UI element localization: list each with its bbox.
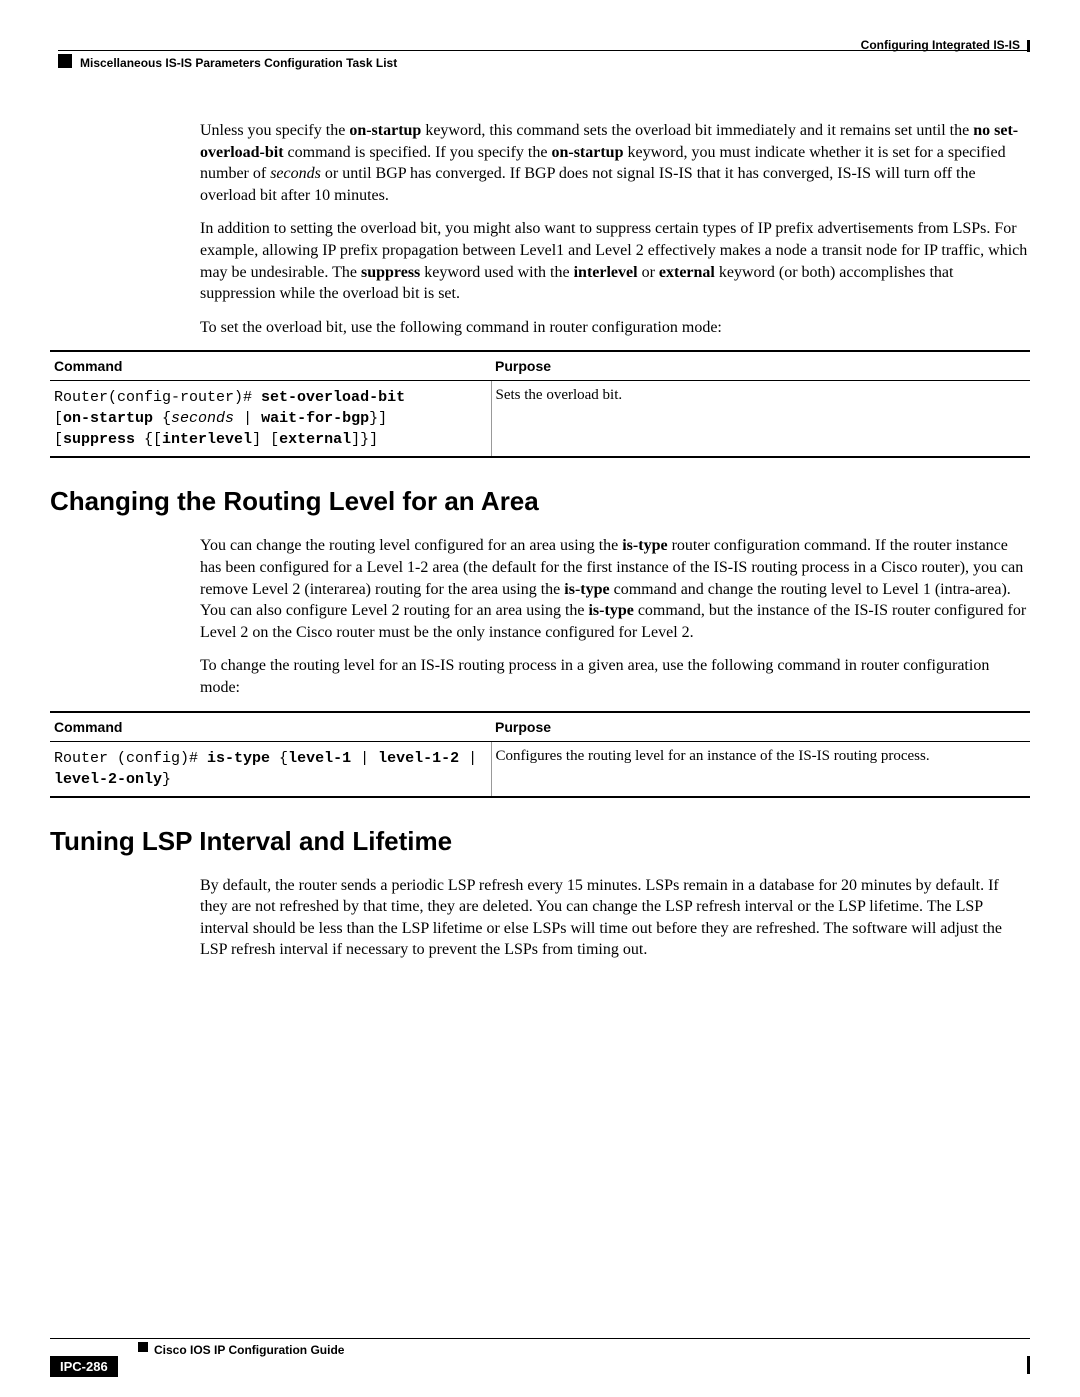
- paragraph-1: Unless you specify the on-startup keywor…: [200, 120, 1030, 206]
- code-text: {: [270, 750, 288, 767]
- table-header-row: Command Purpose: [50, 712, 1030, 742]
- text: You can change the routing level configu…: [200, 537, 622, 554]
- purpose-cell: Sets the overload bit.: [491, 381, 1030, 458]
- keyword: is-type: [588, 602, 633, 619]
- code-keyword: level-2-only: [54, 771, 162, 788]
- command-table-1: Command Purpose Router(config-router)# s…: [50, 350, 1030, 458]
- code-text: ] [: [252, 431, 279, 448]
- page-number: IPC-286: [50, 1356, 118, 1377]
- variable: seconds: [270, 165, 321, 182]
- command-cell: Router (config)# is-type {level-1 | leve…: [50, 741, 491, 797]
- code-keyword: is-type: [207, 750, 270, 767]
- keyword: external: [659, 264, 715, 281]
- paragraph-4: You can change the routing level configu…: [200, 535, 1030, 643]
- code-text: |: [459, 750, 477, 767]
- footer-square-icon: [138, 1342, 148, 1352]
- command-cell: Router(config-router)# set-overload-bit …: [50, 381, 491, 458]
- header-right-text: Configuring Integrated IS-IS: [861, 38, 1020, 52]
- keyword: is-type: [622, 537, 667, 554]
- text: command is specified. If you specify the: [284, 144, 552, 161]
- code-text: ]}]: [351, 431, 378, 448]
- code-text: |: [234, 410, 261, 427]
- code-text: {: [153, 410, 171, 427]
- section-heading-routing-level: Changing the Routing Level for an Area: [50, 486, 1030, 517]
- code-variable: seconds: [171, 410, 234, 427]
- main-content: Unless you specify the on-startup keywor…: [50, 120, 1030, 973]
- footer-rule: [50, 1338, 1030, 1339]
- column-header-purpose: Purpose: [491, 712, 1030, 742]
- column-header-purpose: Purpose: [491, 351, 1030, 381]
- footer-title: Cisco IOS IP Configuration Guide: [154, 1343, 1030, 1357]
- page-footer: Cisco IOS IP Configuration Guide IPC-286: [50, 1338, 1030, 1357]
- code-text: [: [54, 410, 63, 427]
- code-keyword: level-1: [288, 750, 351, 767]
- header-right-bar: [1027, 40, 1030, 52]
- code-keyword: on-startup: [63, 410, 153, 427]
- column-header-command: Command: [50, 351, 491, 381]
- keyword: suppress: [361, 264, 420, 281]
- text: or: [638, 264, 659, 281]
- header-left-text: Miscellaneous IS-IS Parameters Configura…: [80, 56, 397, 70]
- text: keyword, this command sets the overload …: [421, 122, 973, 139]
- code-text: [: [54, 431, 63, 448]
- section-heading-lsp-tuning: Tuning LSP Interval and Lifetime: [50, 826, 1030, 857]
- keyword: on-startup: [551, 144, 623, 161]
- code-text: }: [162, 771, 171, 788]
- purpose-cell: Configures the routing level for an inst…: [491, 741, 1030, 797]
- paragraph-2: In addition to setting the overload bit,…: [200, 218, 1030, 304]
- table-row: Router(config-router)# set-overload-bit …: [50, 381, 1030, 458]
- paragraph-5: To change the routing level for an IS-IS…: [200, 655, 1030, 698]
- code-keyword: external: [279, 431, 351, 448]
- code-text: Router(config-router)#: [54, 389, 261, 406]
- paragraph-6: By default, the router sends a periodic …: [200, 875, 1030, 961]
- code-text: |: [351, 750, 378, 767]
- column-header-command: Command: [50, 712, 491, 742]
- table-header-row: Command Purpose: [50, 351, 1030, 381]
- keyword: is-type: [564, 581, 609, 598]
- footer-right-bar: [1027, 1356, 1030, 1374]
- text: Unless you specify the: [200, 122, 349, 139]
- table-row: Router (config)# is-type {level-1 | leve…: [50, 741, 1030, 797]
- code-keyword: set-overload-bit: [261, 389, 405, 406]
- code-keyword: wait-for-bgp: [261, 410, 369, 427]
- command-table-2: Command Purpose Router (config)# is-type…: [50, 711, 1030, 798]
- code-keyword: level-1-2: [378, 750, 459, 767]
- code-text: Router (config)#: [54, 750, 207, 767]
- paragraph-3: To set the overload bit, use the followi…: [200, 317, 1030, 339]
- text: keyword used with the: [420, 264, 573, 281]
- header-square-icon: [58, 54, 72, 68]
- keyword: on-startup: [349, 122, 421, 139]
- code-text: {[: [135, 431, 162, 448]
- keyword: interlevel: [574, 264, 638, 281]
- code-keyword: suppress: [63, 431, 135, 448]
- code-text: }]: [369, 410, 387, 427]
- code-keyword: interlevel: [162, 431, 252, 448]
